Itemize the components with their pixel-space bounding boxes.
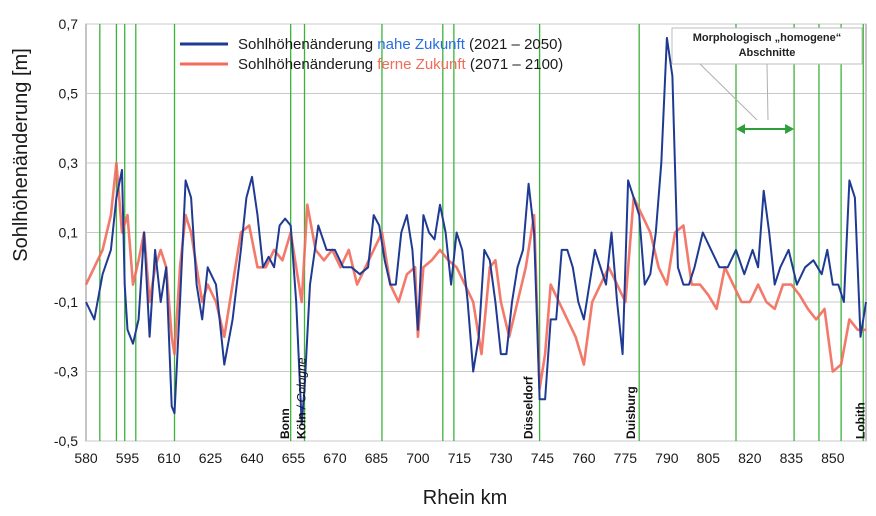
annotation-double-arrow [736,124,795,134]
annotation-line-2: Abschnitte [739,47,796,59]
x-tick-label: 580 [74,450,98,466]
city-name: Köln [295,412,309,439]
city-label: Bonn [278,408,292,439]
city-label: Duisburg [624,386,638,439]
x-tick-label: 595 [116,450,140,466]
y-tick-label: -0,5 [54,433,78,449]
y-tick-label: 0,3 [59,155,79,171]
y-tick-label: 0,1 [59,225,79,241]
city-name: Düsseldorf [522,375,536,439]
x-tick-label: 730 [489,450,513,466]
x-axis-title: Rhein km [423,487,507,509]
y-tick-label: 0,7 [59,16,79,32]
legend-entry-near: Sohlhöhenänderung nahe Zukunft (2021 – 2… [238,36,562,53]
annotation-pointer-left [699,63,758,121]
x-tick-label: 805 [697,450,721,466]
legend: Sohlhöhenänderung nahe Zukunft (2021 – 2… [180,36,563,73]
x-tick-label: 625 [199,450,223,466]
x-tick-label: 685 [365,450,389,466]
x-tick-label: 655 [282,450,306,466]
annotation-line-1: Morphologisch „homogene“ [693,32,842,44]
y-tick-label: -0,1 [54,294,78,310]
x-tick-label: 610 [157,450,181,466]
legend-near-suffix: (2021 – 2050) [465,36,563,53]
city-label: Lobith [853,402,867,439]
x-tick-label: 835 [780,450,804,466]
x-tick-label: 700 [406,450,430,466]
arrow-head-right [785,124,795,134]
legend-entry-far: Sohlhöhenänderung ferne Zukunft (2071 – … [238,56,563,73]
series-lines [84,36,867,425]
x-tick-label: 760 [572,450,596,466]
city-labels: Bonn Köln / Cologne Düsseldorf Duisburg Lobi… [278,357,867,439]
legend-far-suffix: (2071 – 2100) [466,56,564,73]
annotation-pointer-right [766,63,769,121]
x-tick-label: 850 [821,450,845,466]
legend-near-emphasis: nahe Zukunft [377,36,465,53]
series-line-near-future [85,36,867,425]
x-tick-label: 640 [240,450,264,466]
city-name: Duisburg [624,386,638,439]
city-name-english: / Cologne [295,357,309,412]
x-tick-label: 670 [323,450,347,466]
legend-far-emphasis: ferne Zukunft [377,56,466,73]
arrow-head-left [736,124,745,134]
legend-far-prefix: Sohlhöhenänderung [238,56,377,73]
y-tick-labels: -0,5 -0,3 -0,1 0,1 0,3 0,5 0,7 [54,16,78,449]
city-name: Lobith [853,402,867,439]
y-axis-title: Sohlhöhenänderung [m] [10,48,32,262]
city-label: Düsseldorf [522,375,536,439]
city-name: Bonn [278,408,292,439]
x-tick-label: 820 [738,450,762,466]
x-tick-labels: 580 595 610 625 640 655 670 685 700 715 730 745 760 7… [74,450,844,466]
x-tick-label: 775 [614,450,638,466]
x-tick-label: 745 [531,450,555,466]
y-tick-label: -0,3 [54,364,78,380]
homogeneous-sections-annotation: Morphologisch „homogene“ Abschnitte [671,27,863,134]
x-tick-label: 715 [448,450,472,466]
y-tick-label: 0,5 [59,86,79,102]
city-label: Köln / Cologne [295,357,309,439]
x-tick-label: 790 [655,450,679,466]
legend-near-prefix: Sohlhöhenänderung [238,36,377,53]
